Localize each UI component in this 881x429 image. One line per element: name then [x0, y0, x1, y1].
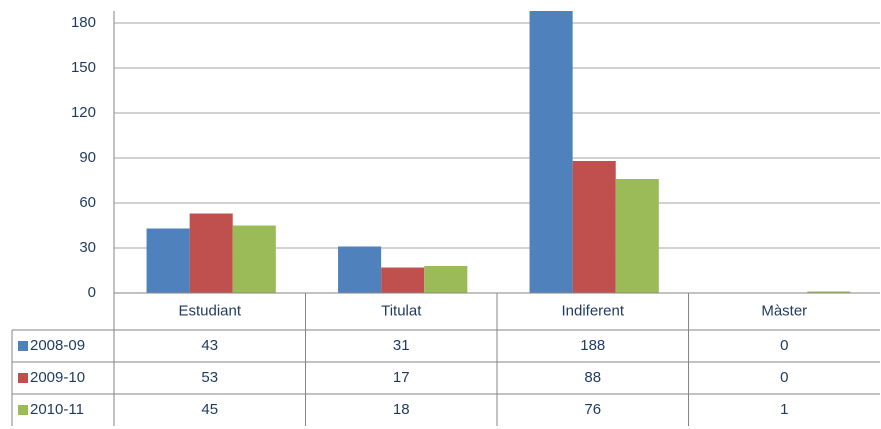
table-cell: 18 [393, 401, 410, 418]
x-tick-label: Màster [761, 302, 807, 319]
table-cell: 53 [201, 369, 218, 386]
table-cell: 17 [393, 369, 410, 386]
table-cell: 188 [580, 337, 605, 354]
y-tick-label: 150 [71, 59, 96, 76]
bar [424, 266, 468, 293]
x-tick-label: Indiferent [561, 302, 624, 319]
bar [338, 246, 382, 293]
table-cell: 1 [780, 401, 788, 418]
y-tick-label: 180 [71, 14, 96, 31]
table-cell: 31 [393, 337, 410, 354]
legend-swatch [18, 373, 28, 383]
table-cell: 88 [584, 369, 601, 386]
bar [807, 291, 851, 293]
y-tick-label: 0 [88, 284, 96, 301]
legend-label: 2008-09 [30, 337, 85, 354]
bar [381, 267, 425, 293]
bar [146, 228, 190, 293]
y-tick-label: 90 [79, 149, 96, 166]
bar [232, 225, 276, 293]
bar [189, 213, 233, 293]
y-tick-label: 120 [71, 104, 96, 121]
legend-label: 2009-10 [30, 369, 85, 386]
table-cell: 45 [201, 401, 218, 418]
table-cell: 0 [780, 337, 788, 354]
legend-label: 2010-11 [30, 401, 84, 418]
x-tick-label: Titulat [381, 302, 422, 319]
table-cell: 0 [780, 369, 788, 386]
bar [572, 161, 616, 293]
y-tick-label: 30 [79, 239, 96, 256]
y-tick-label: 60 [79, 194, 96, 211]
x-tick-label: Estudiant [178, 302, 241, 319]
legend-swatch [18, 405, 28, 415]
table-cell: 43 [201, 337, 218, 354]
bar [529, 11, 573, 293]
table-cell: 76 [584, 401, 601, 418]
legend-swatch [18, 341, 28, 351]
bar [615, 179, 659, 293]
